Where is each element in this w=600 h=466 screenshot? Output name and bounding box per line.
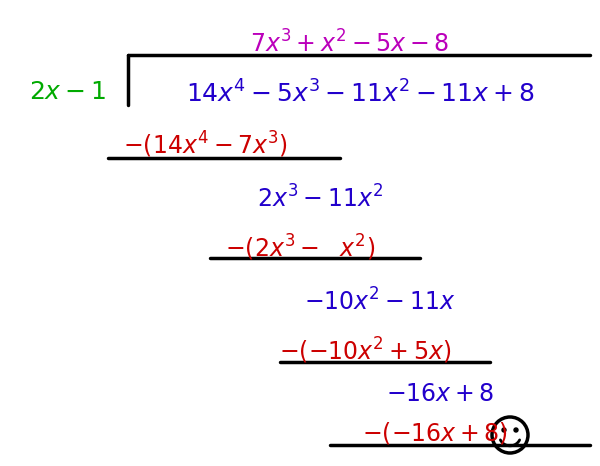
Text: $7x^3 + x^2 - 5x - 8$: $7x^3 + x^2 - 5x - 8$ [250,30,449,57]
Text: $-(-10x^2+5x)$: $-(-10x^2+5x)$ [279,336,451,366]
Text: $-10x^2-11x$: $-10x^2-11x$ [304,288,456,315]
Text: $2x^3-11x^2$: $2x^3-11x^2$ [257,185,383,212]
Text: $14x^4-5x^3-11x^2-11x+8$: $14x^4-5x^3-11x^2-11x+8$ [186,80,534,107]
Text: $-(2x^3-\ \ x^2)$: $-(2x^3-\ \ x^2)$ [225,233,375,263]
Text: $ -(14x^4-7x^3)$: $ -(14x^4-7x^3)$ [122,130,287,160]
Circle shape [502,428,506,432]
Text: $-16x+8$: $-16x+8$ [386,382,494,406]
Circle shape [514,428,518,432]
Text: $-(-16x+8)$: $-(-16x+8)$ [362,420,508,446]
Text: $2x-1$: $2x-1$ [29,80,107,104]
